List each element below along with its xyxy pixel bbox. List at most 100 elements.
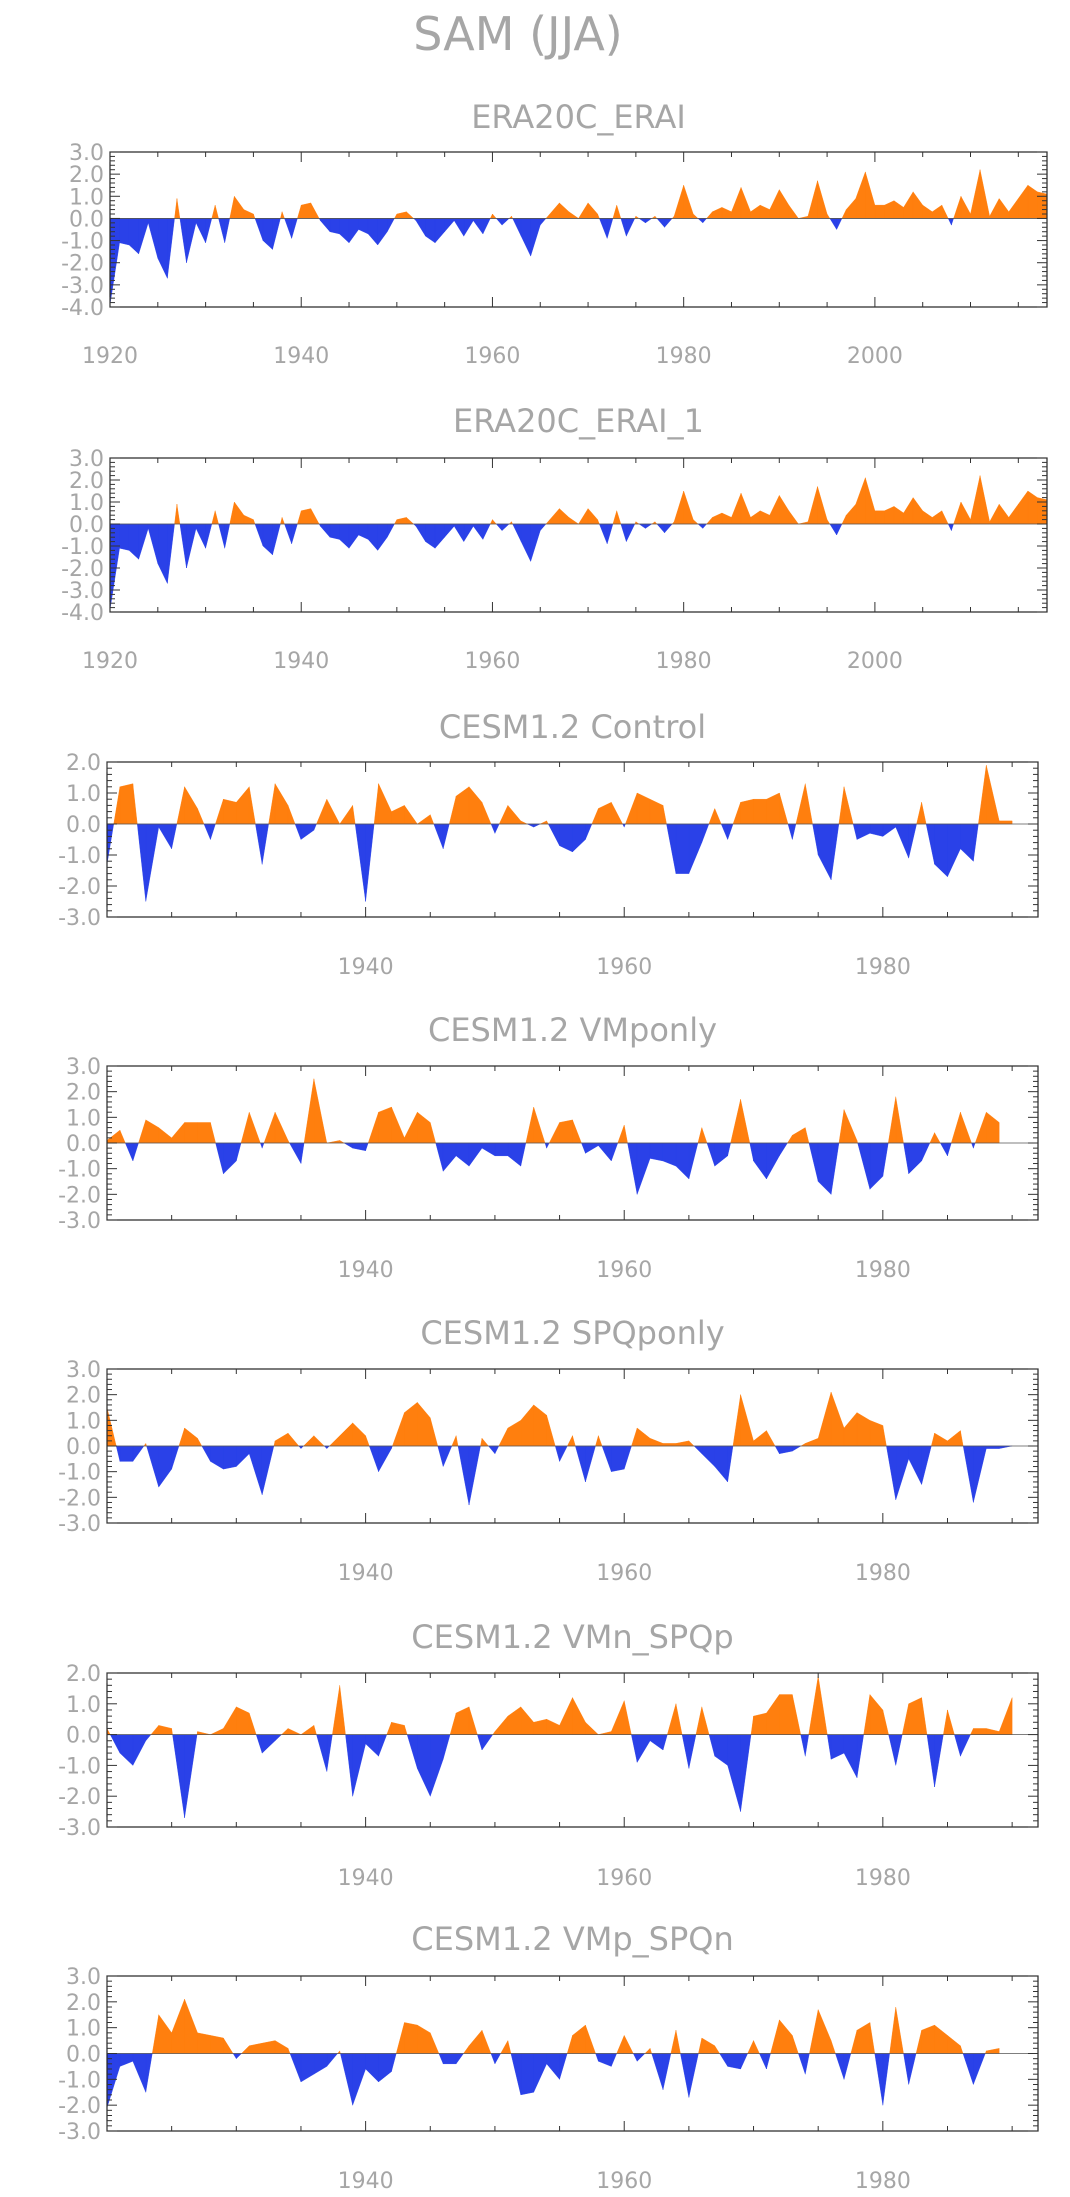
x-tick-label: 1940 bbox=[338, 1258, 394, 1283]
x-tick-label: 1980 bbox=[656, 649, 712, 674]
negative-anomaly-area bbox=[125, 1142, 976, 1195]
plot-frame bbox=[106, 761, 1039, 918]
y-tick-label: 1.0 bbox=[66, 1106, 101, 1131]
x-tick-label: 1980 bbox=[855, 955, 911, 980]
negative-anomaly-area bbox=[109, 218, 954, 305]
y-tick-label: 1.0 bbox=[66, 782, 101, 807]
y-tick-label: 3.0 bbox=[66, 1358, 101, 1383]
y-tick-label: 1.0 bbox=[66, 1693, 101, 1718]
y-tick-label: -2.0 bbox=[61, 557, 104, 582]
x-tick-label: 1960 bbox=[596, 2169, 652, 2194]
plot-frame bbox=[109, 151, 1048, 308]
positive-anomaly-area bbox=[174, 475, 1048, 525]
negative-anomaly-area bbox=[109, 1734, 971, 1818]
y-tick-label: 2.0 bbox=[69, 469, 104, 494]
panel-title: ERA20C_ERAI_1 bbox=[453, 402, 704, 440]
x-tick-label: 1940 bbox=[338, 1561, 394, 1586]
y-tick-label: -3.0 bbox=[58, 1816, 101, 1841]
negative-anomaly-area bbox=[106, 2053, 986, 2108]
plot-frame bbox=[106, 1672, 1039, 1828]
y-tick-label: -1.0 bbox=[58, 844, 101, 869]
y-tick-label: -1.0 bbox=[58, 1461, 101, 1486]
x-tick-label: 1980 bbox=[855, 1258, 911, 1283]
y-tick-label: 0.0 bbox=[66, 1724, 101, 1749]
x-tick-label: 1960 bbox=[596, 955, 652, 980]
positive-anomaly-area bbox=[106, 1078, 1000, 1144]
y-tick-label: 2.0 bbox=[66, 751, 101, 776]
y-tick-label: 3.0 bbox=[69, 141, 104, 166]
y-tick-label: -2.0 bbox=[58, 1486, 101, 1511]
y-tick-label: 2.0 bbox=[66, 1991, 101, 2016]
y-tick-label: -1.0 bbox=[58, 1754, 101, 1779]
positive-anomaly-area bbox=[174, 169, 1048, 219]
y-tick-label: 3.0 bbox=[66, 1965, 101, 1990]
panel-title: CESM1.2 VMponly bbox=[428, 1011, 717, 1049]
x-tick-label: 1940 bbox=[338, 2169, 394, 2194]
x-tick-label: 1940 bbox=[338, 955, 394, 980]
y-tick-label: -3.0 bbox=[58, 906, 101, 931]
x-tick-label: 1960 bbox=[464, 649, 520, 674]
y-tick-label: -1.0 bbox=[61, 535, 104, 560]
panel-title: CESM1.2 SPQponly bbox=[420, 1314, 724, 1352]
panel-title: CESM1.2 VMp_SPQn bbox=[411, 1920, 733, 1958]
x-tick-label: 1940 bbox=[338, 1866, 394, 1891]
y-tick-label: -3.0 bbox=[58, 1512, 101, 1537]
plot-frame bbox=[109, 457, 1048, 613]
y-tick-label: 1.0 bbox=[66, 2017, 101, 2042]
y-tick-label: -3.0 bbox=[58, 1209, 101, 1234]
x-tick-label: 1980 bbox=[855, 1561, 911, 1586]
positive-anomaly-area bbox=[106, 1676, 1013, 1735]
positive-anomaly-area bbox=[106, 1392, 964, 1447]
negative-anomaly-area bbox=[106, 823, 979, 902]
panel-4: CESM1.2 VMponly 3.02.01.00.0-1.0-2.0-3.0 1… bbox=[58, 1011, 1039, 1283]
positive-anomaly-area bbox=[152, 1999, 1000, 2054]
x-tick-label: 1960 bbox=[596, 1258, 652, 1283]
negative-anomaly-area bbox=[109, 523, 954, 610]
x-tick-label: 1940 bbox=[273, 344, 329, 369]
positive-anomaly-area bbox=[113, 765, 1013, 825]
y-tick-label: 1.0 bbox=[69, 491, 104, 516]
panel-7: CESM1.2 VMp_SPQn 3.02.01.00.0-1.0-2.0-3.0… bbox=[58, 1920, 1039, 2194]
x-tick-label: 1940 bbox=[273, 649, 329, 674]
x-tick-label: 1980 bbox=[855, 2169, 911, 2194]
x-tick-label: 1980 bbox=[656, 344, 712, 369]
y-tick-label: -1.0 bbox=[58, 1158, 101, 1183]
x-tick-label: 1920 bbox=[82, 649, 138, 674]
x-tick-label: 1920 bbox=[82, 344, 138, 369]
panel-6: CESM1.2 VMn_SPQp 2.0 1.0 0.0 -1.0 -2.0 -3.0 194… bbox=[58, 1618, 1039, 1891]
panel-2: ERA20C_ERAI_1 3.02.01.00.0-1.0-2.0-3.0-4.… bbox=[61, 402, 1048, 674]
y-tick-label: 0.0 bbox=[66, 1132, 101, 1157]
y-tick-label: -1.0 bbox=[58, 2068, 101, 2093]
y-tick-label: -2.0 bbox=[58, 1785, 101, 1810]
y-tick-label: 2.0 bbox=[66, 1384, 101, 1409]
panels-container: ERA20C_ERAI3.02.01.00.0-1.0-2.0-3.0-4.01… bbox=[58, 98, 1048, 2194]
y-tick-label: -3.0 bbox=[61, 579, 104, 604]
y-tick-label: 1.0 bbox=[66, 1409, 101, 1434]
y-tick-label: -1.0 bbox=[61, 230, 104, 255]
y-tick-label: -3.0 bbox=[58, 2120, 101, 2145]
y-tick-label: 0.0 bbox=[66, 1435, 101, 1460]
y-tick-label: 0.0 bbox=[69, 207, 104, 232]
x-tick-label: 2000 bbox=[847, 344, 903, 369]
y-tick-label: 0.0 bbox=[69, 513, 104, 538]
panel-title: CESM1.2 VMn_SPQp bbox=[411, 1618, 733, 1656]
y-tick-label: 0.0 bbox=[66, 2043, 101, 2068]
x-tick-label: 1960 bbox=[464, 344, 520, 369]
y-tick-label: 1.0 bbox=[69, 185, 104, 210]
y-tick-label: 2.0 bbox=[66, 1081, 101, 1106]
y-tick-label: 2.0 bbox=[66, 1662, 101, 1687]
y-tick-label: -2.0 bbox=[58, 2094, 101, 2119]
negative-anomaly-area bbox=[115, 1445, 1013, 1506]
y-tick-label: -4.0 bbox=[61, 601, 104, 626]
panel-3: CESM1.2 Control 2.0 1.0 0.0 -1.0 -2.0 -3.0 1940… bbox=[58, 708, 1039, 980]
figure-title: SAM (JJA) bbox=[413, 7, 623, 61]
y-tick-label: 3.0 bbox=[69, 447, 104, 472]
x-tick-label: 1960 bbox=[596, 1561, 652, 1586]
y-tick-label: -2.0 bbox=[58, 1183, 101, 1208]
y-tick-label: 0.0 bbox=[66, 813, 101, 838]
x-tick-label: 1980 bbox=[855, 1866, 911, 1891]
y-tick-label: -3.0 bbox=[61, 274, 104, 299]
panel-title: ERA20C_ERAI bbox=[471, 98, 686, 136]
y-tick-label: 2.0 bbox=[69, 163, 104, 188]
